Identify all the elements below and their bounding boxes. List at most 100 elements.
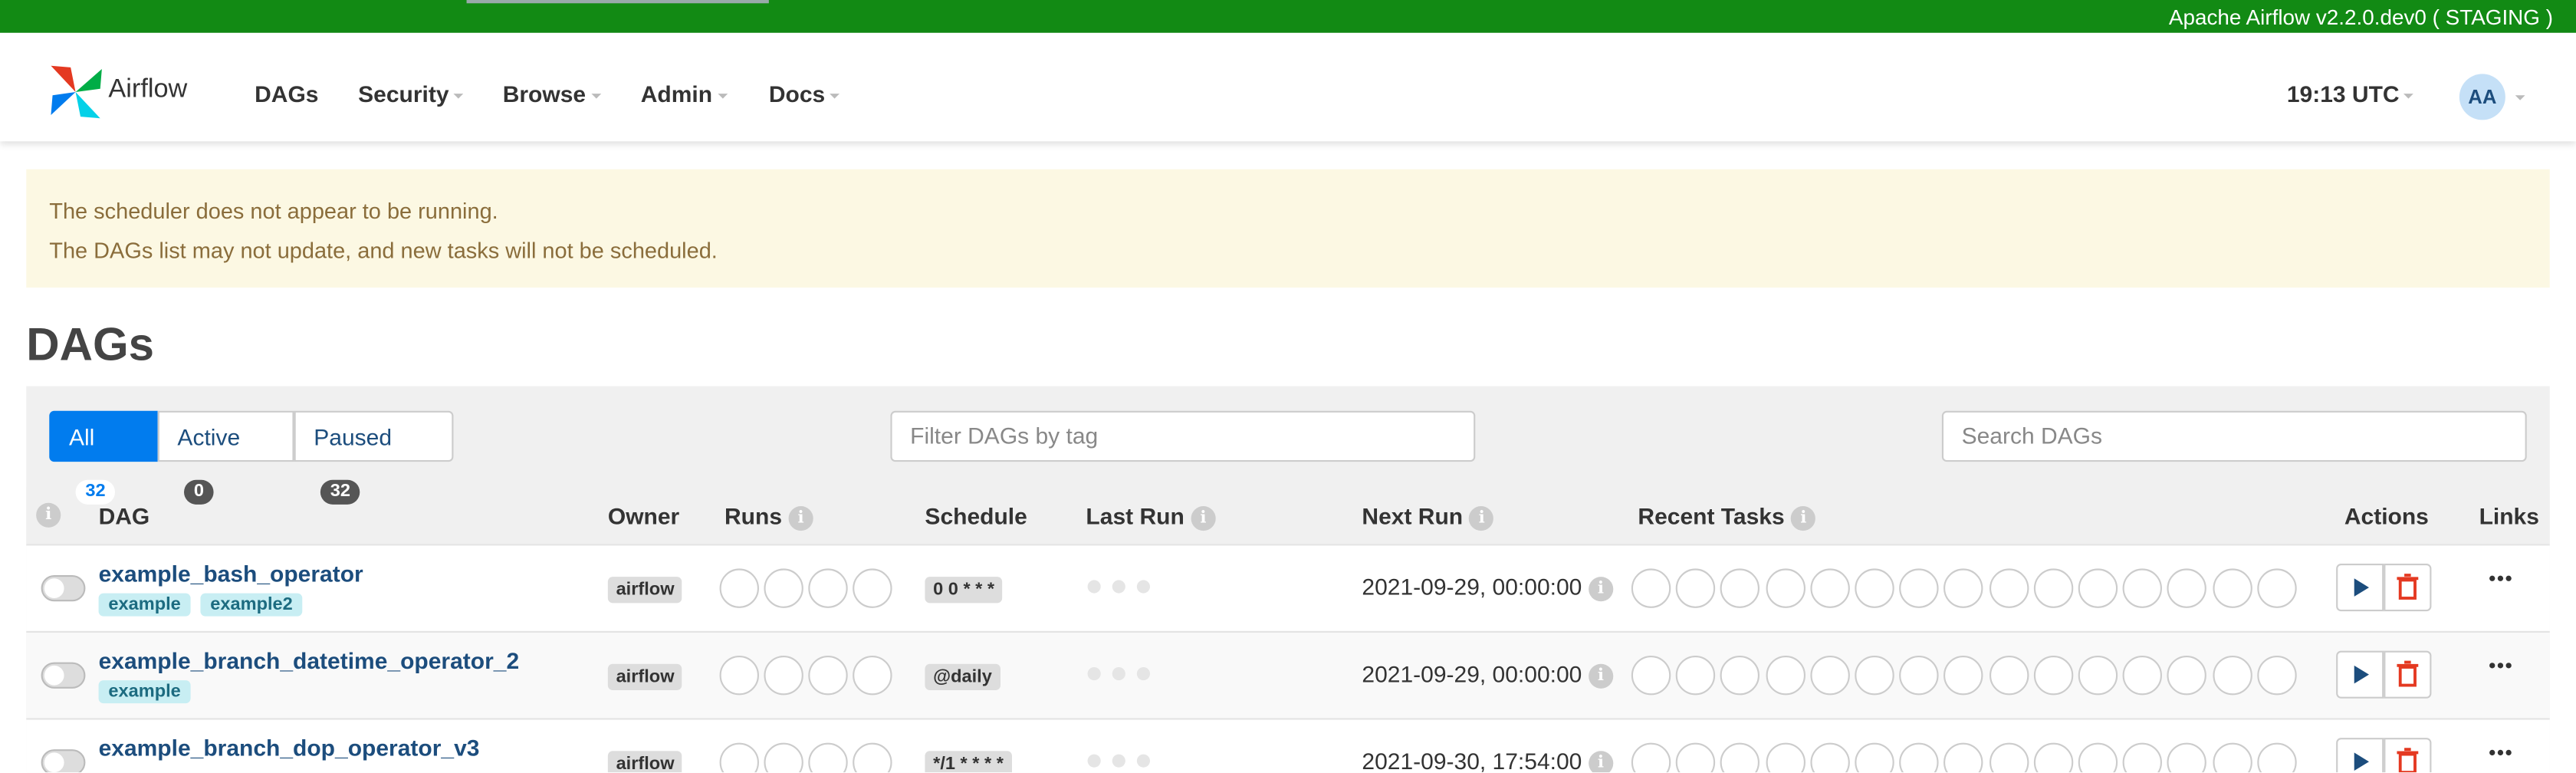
run-circle <box>853 656 892 696</box>
header-label: Recent Tasks <box>1638 502 1785 529</box>
brand[interactable]: Airflow <box>108 75 188 104</box>
task-circle <box>1676 656 1716 696</box>
trash-icon <box>2397 660 2419 687</box>
info-icon: i <box>1588 576 1614 601</box>
filter-button[interactable]: All 32 <box>49 410 158 505</box>
tag[interactable]: example <box>98 593 191 617</box>
run-circle <box>808 568 848 608</box>
pause-toggle[interactable] <box>41 749 86 773</box>
pause-toggle[interactable] <box>41 662 86 689</box>
nav-item[interactable]: DAGs <box>255 81 318 107</box>
trash-icon <box>2397 748 2419 773</box>
schedule[interactable]: */1 * * * * <box>925 751 1012 773</box>
column-header: Schedule <box>925 503 1027 529</box>
next-run: 2021-09-29, 00:00:00 i <box>1362 660 1614 689</box>
next-run: 2021-09-29, 00:00:00 i <box>1362 574 1614 601</box>
task-circle <box>2167 656 2207 696</box>
info-icon[interactable]: i <box>36 502 61 528</box>
nav-item[interactable]: Browse <box>503 81 601 107</box>
caret <box>830 93 840 99</box>
task-circle <box>1631 568 1671 608</box>
dag-link[interactable]: example_branch_datetime_operator_2 <box>98 647 520 674</box>
nav-item[interactable]: Security <box>358 81 464 107</box>
task-circle <box>2212 656 2252 696</box>
schedule[interactable]: @daily <box>925 663 1001 690</box>
logo[interactable] <box>48 64 105 120</box>
info-icon: i <box>1588 750 1614 773</box>
links-menu[interactable] <box>2487 738 2513 772</box>
links-menu[interactable] <box>2487 564 2513 598</box>
pause-toggle[interactable] <box>41 575 86 602</box>
info-icon: i <box>788 505 813 531</box>
nav-item[interactable]: Admin <box>641 81 728 107</box>
column-header: Recent Tasks i <box>1638 502 1816 531</box>
tag[interactable]: example <box>98 680 191 704</box>
column-header: Owner <box>608 503 679 529</box>
task-circle <box>1899 742 1939 773</box>
filter-button[interactable]: Paused 32 <box>294 410 454 505</box>
tab <box>466 0 769 4</box>
dag-link[interactable]: example_bash_operator <box>98 560 363 587</box>
trigger-button[interactable] <box>2336 564 2384 612</box>
nav-label: Docs <box>768 81 826 107</box>
more-icon <box>2489 575 2512 581</box>
task-circle <box>1989 656 2029 696</box>
tag-filter[interactable]: Filter DAGs by tag <box>890 410 1476 462</box>
nav-label: Browse <box>502 81 586 107</box>
task-circle <box>1899 568 1939 608</box>
task-circle <box>2122 656 2163 696</box>
last-run-dot <box>1087 580 1101 594</box>
dag-link[interactable]: example_branch_dop_operator_v3 <box>98 734 480 761</box>
delete-button[interactable] <box>2384 650 2432 699</box>
task-circle <box>1720 568 1760 608</box>
column-header: Last Run i <box>1086 503 1216 531</box>
trash-icon <box>2397 574 2419 600</box>
last-run-dot <box>1087 754 1101 768</box>
filter-button[interactable]: Active 0 <box>157 410 294 505</box>
nav-label: DAGs <box>255 81 319 107</box>
filter-label: All <box>69 423 95 451</box>
task-circle <box>2033 656 2073 696</box>
avatar[interactable]: AA <box>2459 74 2505 120</box>
delete-button[interactable] <box>2384 564 2432 612</box>
task-circle <box>2212 568 2252 608</box>
count-badge: 0 <box>184 479 214 505</box>
search[interactable]: Search DAGs <box>1941 410 2527 462</box>
owner[interactable]: airflow <box>607 663 683 690</box>
task-circle <box>1989 568 2029 608</box>
header-label: Schedule <box>925 502 1027 529</box>
tag[interactable]: example2 <box>200 593 303 617</box>
run-circle <box>853 568 892 608</box>
run-circle <box>719 742 759 773</box>
task-circle <box>1720 656 1760 696</box>
task-circle <box>2122 742 2163 773</box>
banner-text: Apache Airflow v2.2.0.dev0 ( STAGING ) <box>2168 5 2553 30</box>
header-label: Runs <box>724 502 782 529</box>
nav-item[interactable]: Docs <box>769 81 840 107</box>
trigger-button[interactable] <box>2336 738 2384 773</box>
navbar: Airflow 19:13 UTC AA DAGs Security Browse A… <box>0 32 2576 142</box>
next-run-text: 2021-09-30, 17:54:00 <box>1362 747 1582 773</box>
nav-label: Admin <box>640 81 713 107</box>
run-circle <box>719 656 759 696</box>
info-icon: i <box>1191 505 1216 531</box>
header-label: Next Run <box>1362 502 1464 529</box>
run-circle <box>853 742 892 773</box>
info-icon: i <box>1469 505 1494 531</box>
clock[interactable]: 19:13 UTC <box>2287 81 2414 107</box>
links-menu[interactable] <box>2487 651 2513 686</box>
more-icon <box>2489 749 2512 756</box>
schedule[interactable]: 0 0 * * * <box>925 577 1003 604</box>
task-circle <box>1765 656 1806 696</box>
count-badge: 32 <box>320 479 360 505</box>
task-circle <box>2078 568 2118 608</box>
column-header: Next Run i <box>1362 502 1494 531</box>
owner[interactable]: airflow <box>607 577 683 604</box>
run-circle <box>719 568 759 608</box>
last-run-dot <box>1136 580 1150 594</box>
owner[interactable]: airflow <box>607 751 683 773</box>
column-header: Actions <box>2344 503 2429 529</box>
trigger-button[interactable] <box>2336 650 2384 699</box>
delete-button[interactable] <box>2384 738 2432 773</box>
